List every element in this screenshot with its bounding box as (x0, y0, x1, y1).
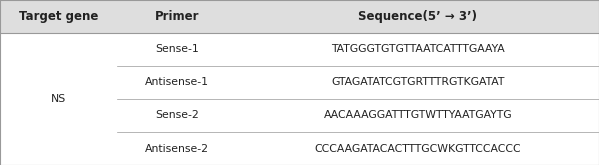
Text: Primer: Primer (155, 10, 199, 23)
Text: CCCAAGATACACTTTGCWKGTTCCACCC: CCCAAGATACACTTTGCWKGTTCCACCC (314, 144, 521, 153)
Text: Antisense-2: Antisense-2 (145, 144, 208, 153)
Text: GTAGATATCGTGRTTTRGTKGATAT: GTAGATATCGTGRTTTRGTKGATAT (331, 78, 504, 87)
Bar (0, 0, 599, 33)
Bar (0, 33, 599, 165)
Text: TATGGGTGTGTTAATCATTTGAAYA: TATGGGTGTGTTAATCATTTGAAYA (331, 45, 505, 54)
Text: NS: NS (51, 94, 66, 104)
Text: Sense-2: Sense-2 (155, 111, 199, 120)
Text: Antisense-1: Antisense-1 (145, 78, 208, 87)
Text: AACAAAGGATTTGTWTTYAATGAYTG: AACAAAGGATTTGTWTTYAATGAYTG (323, 111, 512, 120)
Text: Target gene: Target gene (19, 10, 98, 23)
Text: Sense-1: Sense-1 (155, 45, 199, 54)
Text: Sequence(5’ → 3’): Sequence(5’ → 3’) (358, 10, 477, 23)
